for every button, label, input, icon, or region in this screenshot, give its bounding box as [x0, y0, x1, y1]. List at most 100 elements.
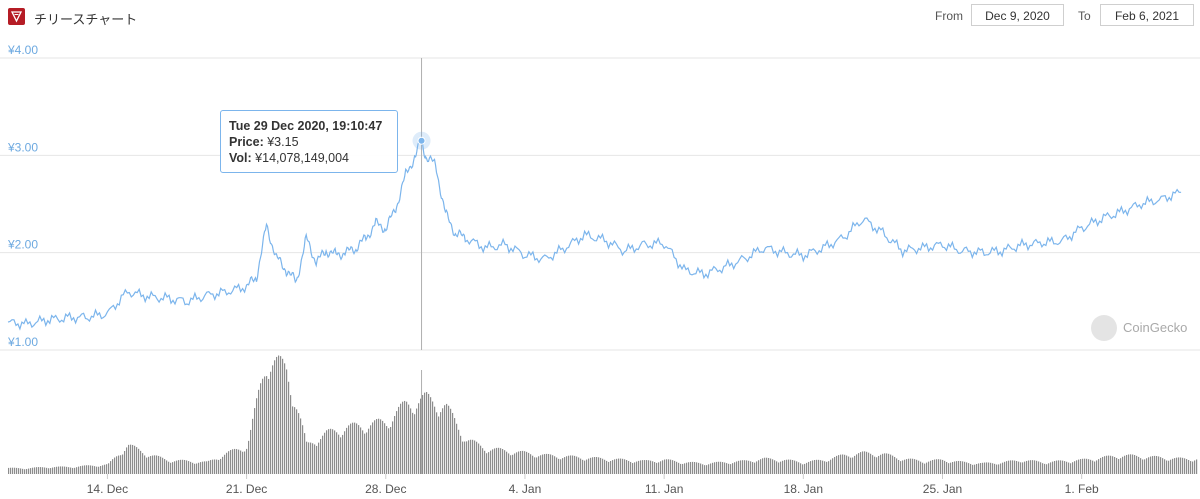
volume-bar — [624, 459, 626, 474]
to-date-input[interactable]: Feb 6, 2021 — [1100, 4, 1194, 26]
volume-bar — [436, 412, 438, 474]
volume-bar — [286, 369, 288, 474]
volume-bar — [278, 355, 280, 474]
volume-bar — [794, 460, 796, 474]
volume-bar — [1098, 459, 1100, 474]
volume-bar — [160, 456, 162, 474]
volume-bar — [224, 454, 226, 474]
volume-bar — [582, 459, 584, 474]
volume-bar — [22, 468, 24, 474]
volume-bar — [604, 459, 606, 474]
volume-bar — [118, 455, 120, 474]
volume-bar — [248, 440, 250, 474]
volume-bar — [460, 435, 462, 474]
volume-bar — [578, 457, 580, 474]
volume-bar — [222, 456, 224, 474]
volume-bar — [426, 392, 428, 474]
volume-bar — [588, 458, 590, 474]
volume-bar — [922, 462, 924, 474]
volume-bar — [610, 460, 612, 474]
volume-bar — [152, 455, 154, 474]
volume-bar — [350, 423, 352, 474]
volume-bar — [448, 405, 450, 474]
volume-bar — [456, 423, 458, 474]
volume-bar — [424, 392, 426, 474]
volume-bar — [138, 448, 140, 474]
volume-bar — [658, 462, 660, 474]
volume-bar — [552, 455, 554, 474]
volume-bar — [870, 453, 872, 474]
volume-bar — [374, 420, 376, 474]
volume-bar — [788, 459, 790, 474]
volume-bar — [192, 462, 194, 474]
volume-bar — [1108, 455, 1110, 474]
volume-bar — [40, 467, 42, 474]
volume-bar — [1034, 460, 1036, 474]
volume-bar — [132, 444, 134, 474]
from-date-input[interactable]: Dec 9, 2020 — [971, 4, 1064, 26]
volume-bar — [332, 429, 334, 474]
volume-bar — [838, 455, 840, 474]
volume-bar — [560, 459, 562, 474]
volume-bar — [1102, 456, 1104, 474]
volume-bar — [584, 460, 586, 474]
volume-bar — [596, 457, 598, 474]
volume-bar — [680, 463, 682, 474]
volume-bar — [300, 418, 302, 474]
volume-bar — [558, 458, 560, 474]
tooltip-date: Tue 29 Dec 2020, 19:10:47 — [229, 119, 383, 133]
volume-bar — [1054, 460, 1056, 474]
volume-bar — [896, 458, 898, 474]
price-line — [7, 137, 1182, 331]
volume-bar — [640, 460, 642, 474]
volume-bar — [120, 455, 122, 474]
volume-bar — [518, 451, 520, 474]
gecko-logo-icon — [1091, 315, 1117, 341]
volume-bar — [72, 467, 74, 474]
volume-bar — [580, 458, 582, 474]
volume-bar — [254, 408, 256, 474]
volume-bar — [516, 452, 518, 474]
volume-bar — [798, 462, 800, 474]
volume-bar — [510, 455, 512, 474]
volume-bar — [354, 422, 356, 474]
volume-bar — [856, 454, 858, 474]
volume-bar — [1152, 456, 1154, 474]
volume-bar — [1134, 455, 1136, 474]
x-tick-label: 28. Dec — [365, 482, 406, 496]
volume-bar — [886, 453, 888, 474]
volume-bar — [494, 448, 496, 474]
volume-bar — [1144, 459, 1146, 474]
volume-bar — [1028, 460, 1030, 474]
volume-bar — [196, 463, 198, 474]
volume-bar — [32, 467, 34, 474]
volume-bar — [338, 434, 340, 474]
volume-bar — [730, 464, 732, 474]
volume-bar — [726, 463, 728, 474]
volume-bar — [258, 389, 260, 474]
volume-bar — [360, 427, 362, 474]
volume-bar — [1172, 458, 1174, 474]
volume-bar — [932, 460, 934, 474]
volume-bar — [316, 445, 318, 474]
volume-bar — [766, 457, 768, 474]
volume-bar — [818, 459, 820, 474]
watermark-text: CoinGecko — [1123, 320, 1188, 335]
volume-bar — [934, 459, 936, 474]
volume-bar — [218, 459, 220, 474]
volume-bar — [508, 453, 510, 474]
volume-bar — [84, 465, 86, 474]
volume-bar — [322, 435, 324, 474]
volume-bar — [420, 398, 422, 474]
volume-bar — [304, 433, 306, 474]
volume-bar — [1122, 456, 1124, 474]
volume-bar — [412, 412, 414, 474]
volume-bar — [394, 416, 396, 474]
volume-bar — [728, 463, 730, 474]
volume-bar — [836, 455, 838, 474]
volume-bar — [942, 459, 944, 474]
volume-bar — [892, 455, 894, 474]
volume-bar — [252, 418, 254, 474]
volume-bar — [406, 401, 408, 474]
